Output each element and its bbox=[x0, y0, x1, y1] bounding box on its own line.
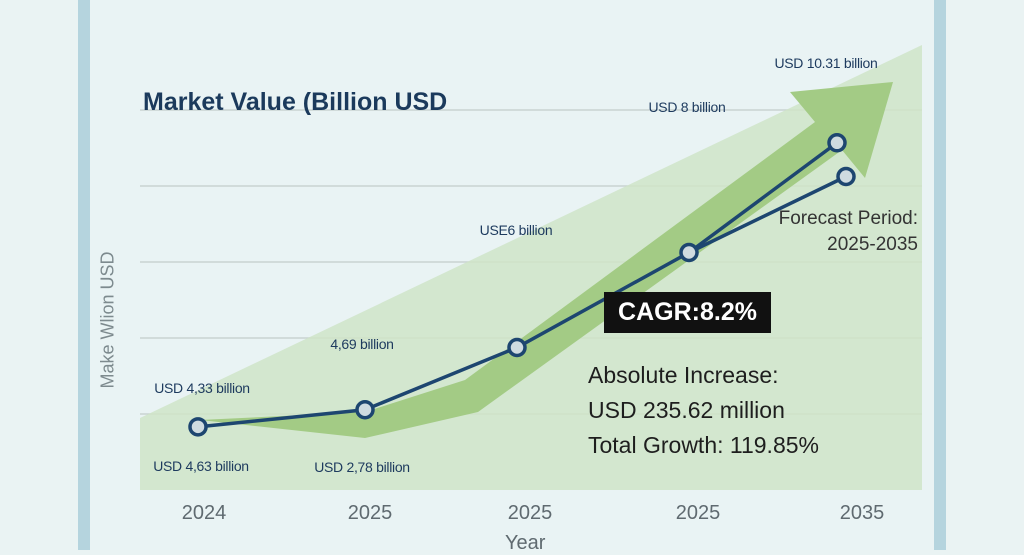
lower-label-2: USD 2,78 billion bbox=[314, 459, 410, 475]
forecast-period: Forecast Period: 2025-2035 bbox=[779, 206, 918, 258]
data-point bbox=[188, 417, 208, 437]
y-axis-label: Make Wlion USD bbox=[97, 251, 118, 389]
x-tick: 2025 bbox=[347, 502, 393, 524]
point-label-5: USD 10.31 billion bbox=[774, 55, 878, 71]
growth-stats: Absolute Increase: USD 235.62 million To… bbox=[588, 358, 819, 463]
absolute-increase-label: Absolute Increase: bbox=[588, 362, 779, 388]
absolute-increase-value: USD 235.62 million bbox=[588, 397, 785, 423]
left-border-bar bbox=[78, 0, 90, 550]
branch-point bbox=[836, 166, 856, 187]
point-label-2: 4,69 billion bbox=[330, 336, 394, 352]
total-growth: Total Growth: 119.85% bbox=[588, 432, 819, 458]
point-label-4: USD 8 billion bbox=[648, 99, 726, 115]
lower-label-1: USD 4,63 billion bbox=[153, 458, 249, 474]
data-point bbox=[827, 133, 847, 153]
x-axis-label: Year bbox=[505, 532, 546, 554]
x-tick: 2035 bbox=[839, 502, 885, 524]
x-tick: 2024 bbox=[181, 502, 227, 524]
forecast-range: 2025-2035 bbox=[827, 234, 918, 255]
branch-line bbox=[688, 174, 847, 255]
right-border-bar bbox=[934, 0, 946, 550]
growth-arrow bbox=[200, 82, 893, 438]
point-label-3: USE6 billion bbox=[479, 222, 553, 238]
x-tick: 2025 bbox=[675, 502, 721, 524]
forecast-label: Forecast Period: bbox=[778, 208, 918, 229]
x-tick: 2025 bbox=[507, 502, 553, 524]
cagr-badge: CAGR:8.2% bbox=[604, 292, 771, 333]
data-point bbox=[355, 399, 375, 420]
chart-title: Market Value (Billion USD bbox=[143, 88, 448, 116]
data-point bbox=[679, 242, 699, 263]
point-label-1: USD 4,33 billion bbox=[154, 380, 250, 396]
data-point bbox=[507, 337, 527, 358]
growth-area bbox=[140, 45, 922, 490]
